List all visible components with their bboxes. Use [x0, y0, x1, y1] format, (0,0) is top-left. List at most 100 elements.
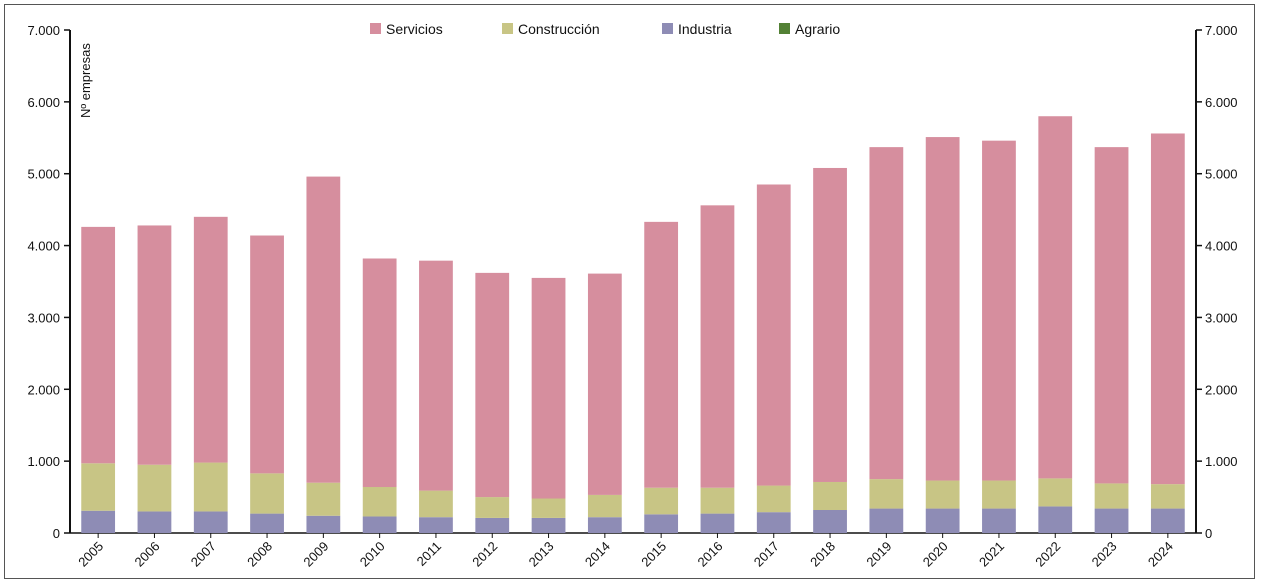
- bar-industria-2011: [419, 517, 453, 533]
- bar-construccion-2010: [362, 487, 397, 517]
- bar-construccion-2024: [1150, 484, 1185, 509]
- bar-industria-2017: [756, 512, 791, 533]
- bar-servicios-2012: [475, 272, 510, 498]
- bar-servicios-2023: [1094, 147, 1129, 484]
- x-tick-label: 2024: [1145, 539, 1176, 570]
- x-tick-label: 2014: [582, 539, 613, 570]
- right-tick-label: 5.000: [1205, 167, 1238, 182]
- legend: Servicios Construcción Industria Agrario: [370, 21, 840, 37]
- left-tick-label: 2.000: [27, 382, 60, 397]
- legend-swatch: [662, 23, 673, 34]
- bar-construccion-2016: [700, 487, 735, 514]
- x-tick-label: 2008: [244, 539, 275, 570]
- x-tick-label: 2018: [807, 539, 838, 570]
- legend-label: Servicios: [386, 21, 443, 37]
- x-tick-label: 2006: [132, 539, 163, 570]
- legend-label: Construcción: [518, 21, 600, 37]
- bar-construccion-2020: [925, 480, 960, 509]
- bar-construccion-2009: [306, 482, 341, 516]
- bar-construccion-2022: [1038, 478, 1073, 507]
- right-tick-label: 3.000: [1205, 310, 1238, 325]
- bar-industria-2019: [869, 508, 904, 533]
- bar-construccion-2005: [81, 463, 116, 511]
- bar-industria-2018: [813, 510, 847, 533]
- x-ticks: 2005 2006 2007 2008 2009 2010 2011 2012 2013 2014…: [75, 533, 1176, 570]
- bar-industria-2010: [362, 516, 397, 533]
- right-tick-label: 7.000: [1205, 23, 1238, 38]
- x-tick-label: 2017: [751, 539, 782, 570]
- bar-servicios-2008: [250, 235, 284, 474]
- bar-construccion-2015: [644, 487, 679, 515]
- bar-servicios-2021: [982, 140, 1016, 481]
- bar-industria-2005: [81, 510, 116, 533]
- bar-industria-2023: [1094, 508, 1129, 533]
- bar-construccion-2018: [813, 481, 847, 511]
- right-tick-label: 4.000: [1205, 239, 1238, 254]
- bar-servicios-2009: [306, 176, 341, 483]
- bar-construccion-2008: [250, 473, 284, 514]
- bar-industria-2015: [644, 514, 679, 533]
- bar-construccion-2019: [869, 479, 904, 509]
- bar-construccion-2014: [587, 494, 622, 518]
- bar-construccion-2007: [193, 462, 228, 512]
- bar-construccion-2011: [419, 490, 453, 518]
- y-ticks: 0 0 1.000 1.000 2.000 2.000 3.000 3.000 4.000 4.0…: [27, 23, 1237, 541]
- y-axis-label: Nº empresas: [78, 43, 93, 118]
- left-tick-label: 5.000: [27, 167, 60, 182]
- x-tick-label: 2020: [920, 539, 951, 570]
- right-tick-label: 1.000: [1205, 454, 1238, 469]
- bar-servicios-2010: [362, 258, 397, 488]
- bar-industria-2024: [1150, 508, 1185, 533]
- x-tick-label: 2007: [188, 539, 219, 570]
- x-tick-label: 2013: [526, 539, 557, 570]
- bar-servicios-2020: [925, 137, 960, 481]
- bar-servicios-2007: [193, 216, 228, 463]
- x-tick-label: 2015: [638, 539, 669, 570]
- legend-label: Agrario: [795, 21, 840, 37]
- x-tick-label: 2009: [300, 539, 331, 570]
- x-tick-label: 2016: [695, 539, 726, 570]
- left-tick-label: 7.000: [27, 23, 60, 38]
- bar-construccion-2023: [1094, 483, 1129, 509]
- bar-servicios-2016: [700, 205, 735, 488]
- bar-servicios-2017: [756, 184, 791, 486]
- x-tick-label: 2005: [75, 539, 106, 570]
- bar-servicios-2011: [419, 260, 453, 491]
- bar-servicios-2005: [81, 226, 116, 464]
- bar-industria-2013: [531, 517, 566, 533]
- bar-servicios-2015: [644, 221, 679, 488]
- axes: Nº empresas: [69, 30, 1197, 534]
- legend-swatch: [502, 23, 513, 34]
- right-tick-label: 2.000: [1205, 382, 1238, 397]
- bar-industria-2016: [700, 513, 735, 533]
- bar-construccion-2021: [982, 480, 1016, 509]
- left-tick-label: 1.000: [27, 454, 60, 469]
- legend-swatch: [779, 23, 790, 34]
- bar-servicios-2006: [137, 225, 172, 465]
- left-tick-label: 6.000: [27, 95, 60, 110]
- x-tick-label: 2011: [414, 539, 444, 569]
- bar-construccion-2017: [756, 485, 791, 513]
- legend-label: Industria: [678, 21, 732, 37]
- bar-industria-2012: [475, 517, 510, 533]
- bar-industria-2014: [587, 517, 622, 533]
- right-tick-label: 6.000: [1205, 95, 1238, 110]
- right-tick-label: 0: [1205, 526, 1212, 541]
- left-tick-label: 4.000: [27, 239, 60, 254]
- x-tick-label: 2021: [976, 539, 1007, 570]
- bar-industria-2022: [1038, 506, 1073, 533]
- x-tick-label: 2022: [1032, 539, 1063, 570]
- x-tick-label: 2012: [469, 539, 500, 570]
- bar-construccion-2012: [475, 497, 510, 518]
- bars: [81, 116, 1185, 533]
- bar-industria-2020: [925, 508, 960, 533]
- bar-industria-2008: [250, 513, 284, 533]
- x-tick-label: 2019: [863, 539, 894, 570]
- bar-construccion-2013: [531, 498, 566, 518]
- bar-servicios-2024: [1150, 133, 1185, 485]
- bar-servicios-2014: [587, 273, 622, 495]
- bar-servicios-2018: [813, 167, 847, 482]
- bar-industria-2009: [306, 515, 341, 533]
- x-tick-label: 2023: [1089, 539, 1120, 570]
